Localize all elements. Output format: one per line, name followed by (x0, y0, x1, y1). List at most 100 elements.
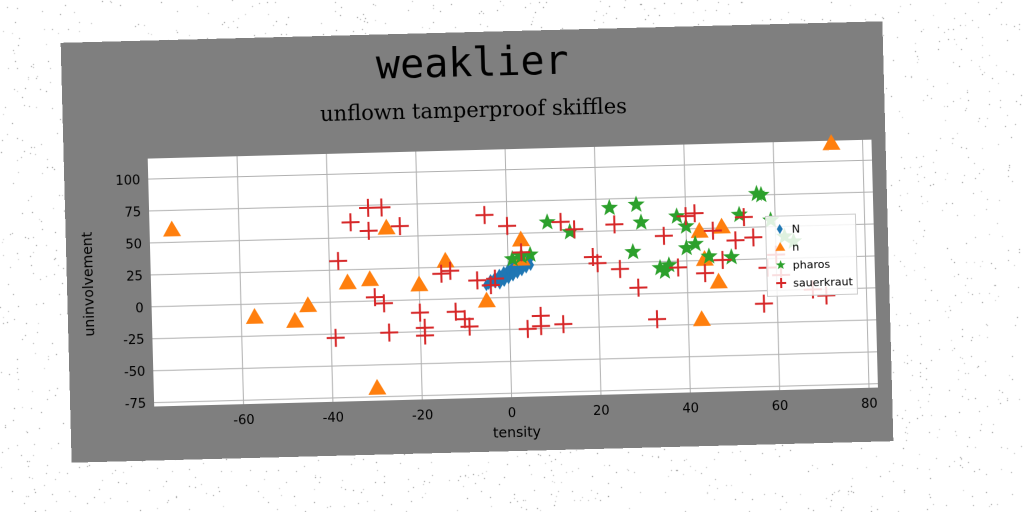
point-sauerkraut (460, 317, 479, 336)
point-sauerkraut (754, 294, 774, 313)
point-pharos (677, 239, 696, 256)
point-sauerkraut (380, 323, 399, 342)
legend-marker-sauerkraut (776, 278, 787, 289)
y-grid-line (154, 383, 878, 404)
point-n (410, 275, 429, 292)
x-tick-label: -40 (323, 411, 345, 427)
point-pharos (521, 245, 539, 263)
point-pharos (686, 234, 704, 252)
point-sauerkraut (468, 271, 487, 290)
point-sauerkraut (372, 198, 391, 217)
y-tick-label: 75 (124, 205, 141, 220)
point-n (709, 272, 728, 289)
point-sauerkraut (605, 215, 624, 234)
point-sauerkraut (654, 226, 673, 245)
point-N (509, 269, 517, 282)
point-pharos (722, 248, 740, 265)
scatter-plot: -60 -40 -20 0 20 40 60 80 -75 -50 -25 0 25 50 75 100 Nn… (80, 134, 878, 442)
point-N (500, 266, 508, 279)
point-n (692, 310, 711, 327)
point-pharos (627, 195, 645, 213)
point-sauerkraut (446, 302, 465, 321)
legend-label: N (792, 223, 801, 236)
y-tick-label: 50 (125, 237, 142, 252)
x-grid-line (683, 144, 691, 393)
point-sauerkraut (676, 207, 695, 226)
point-sauerkraut (565, 220, 584, 239)
point-sauerkraut (648, 310, 667, 329)
x-tick-label: 40 (682, 401, 699, 416)
point-sauerkraut (629, 278, 648, 297)
x-grid-line (325, 153, 334, 402)
x-tick-label: 80 (861, 397, 878, 412)
point-n (695, 250, 714, 267)
point-sauerkraut (726, 231, 745, 250)
point-sauerkraut (341, 213, 360, 232)
y-grid-line (153, 351, 878, 372)
point-n (822, 134, 841, 151)
legend-box (764, 213, 859, 297)
point-N (496, 277, 504, 290)
y-grid-line (152, 319, 877, 340)
point-sauerkraut (551, 212, 570, 231)
y-grid-line (148, 159, 873, 180)
point-n (377, 218, 396, 235)
point-n (368, 378, 387, 395)
x-tick-label: 0 (508, 406, 517, 421)
point-sauerkraut (744, 228, 763, 247)
y-tick-label: 25 (126, 269, 143, 284)
point-sauerkraut (410, 303, 429, 322)
x-tick-label: 20 (593, 404, 610, 419)
point-pharos (752, 185, 770, 203)
point-sauerkraut (390, 217, 409, 236)
point-sauerkraut (696, 264, 715, 283)
point-sauerkraut (498, 216, 517, 235)
legend-label: n (792, 241, 799, 254)
point-pharos (677, 217, 695, 234)
y-grid-line (151, 287, 876, 308)
y-tick-label: -50 (124, 365, 146, 381)
point-sauerkraut (441, 261, 460, 280)
legend-marker-n (775, 242, 786, 251)
figure-card: weaklier unflown tamperproof skiffles -6… (60, 21, 894, 463)
legend-marker-pharos (775, 260, 786, 270)
point-n (690, 222, 709, 239)
x-tick-label: -20 (412, 408, 434, 424)
point-n (361, 270, 380, 287)
point-n (512, 230, 531, 247)
point-sauerkraut (512, 243, 531, 262)
legend-label: sauerkraut (793, 275, 854, 290)
point-N (518, 264, 526, 277)
x-axis-label: tensity (493, 424, 541, 441)
point-sauerkraut (326, 328, 345, 347)
legend-label: pharos (793, 258, 831, 272)
point-pharos (700, 247, 718, 264)
x-tick-label: 60 (772, 399, 789, 414)
point-N (504, 263, 512, 276)
point-n (338, 273, 357, 290)
legend-marker-N (776, 224, 783, 235)
x-tick-label: -60 (233, 413, 255, 429)
y-tick-label: 100 (115, 173, 140, 189)
legend: Nn pharos sauerkraut (764, 213, 859, 297)
point-n (299, 296, 318, 313)
point-sauerkraut (532, 317, 551, 336)
y-grid-line (149, 223, 874, 244)
point-N (504, 272, 513, 285)
point-sauerkraut (713, 250, 732, 269)
point-sauerkraut (703, 221, 722, 240)
point-sauerkraut (734, 208, 753, 227)
point-sauerkraut (455, 310, 474, 329)
y-tick-label: -25 (123, 333, 145, 349)
point-sauerkraut (554, 315, 573, 334)
y-grid-line (149, 191, 873, 212)
point-sauerkraut (685, 204, 704, 223)
x-grid-line (862, 139, 870, 388)
point-sauerkraut (669, 258, 688, 277)
point-sauerkraut (518, 319, 537, 338)
point-sauerkraut (416, 326, 435, 345)
point-pharos (600, 198, 618, 216)
point-n (286, 311, 305, 328)
point-sauerkraut (588, 254, 607, 273)
point-N (513, 266, 521, 279)
